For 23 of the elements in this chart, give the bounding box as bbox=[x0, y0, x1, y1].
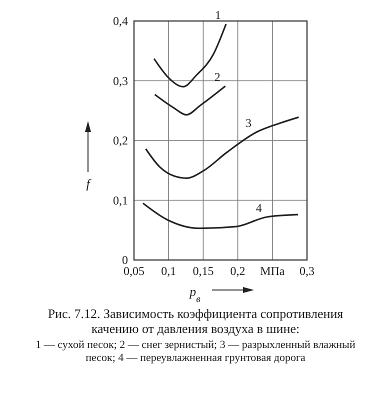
y-tick-label: 0,4 bbox=[113, 14, 128, 28]
x-tick-label: 0,2 bbox=[230, 264, 246, 278]
x-tick-label: 0,05 bbox=[124, 264, 144, 278]
annotation: 2 bbox=[214, 70, 220, 84]
text: Рис. 7.12. Зависимость коэффициента сопротивления качению от давления воздуха в шине: bbox=[48, 306, 344, 336]
x-tick-label: 0,1 bbox=[161, 264, 176, 278]
x-tick-label: 0,15 bbox=[192, 264, 214, 278]
y-axis-title: f bbox=[86, 176, 92, 191]
annotation: 1 bbox=[215, 8, 222, 22]
y-tick-label: 0 bbox=[122, 253, 128, 267]
x-tick-label: МПа bbox=[260, 264, 286, 278]
annotation: 4 bbox=[256, 200, 262, 215]
y-tick-label: 0,1 bbox=[113, 193, 128, 208]
x-tick-label: 0,3 bbox=[300, 264, 314, 278]
annotation: 3 bbox=[245, 116, 252, 130]
line-series bbox=[153, 23, 227, 88]
line-series bbox=[154, 85, 226, 116]
y-tick-label: 0,3 bbox=[113, 74, 128, 88]
text: 1 — сухой песок; 2 — снег зернистый; 3 — разрыхленный влажный песок; 4 — переувлажненная грунтовая дорога bbox=[36, 339, 356, 364]
x-axis-title: p$_{в}$ bbox=[188, 284, 202, 304]
line-series bbox=[142, 202, 299, 230]
y-tick-label: 0,2 bbox=[113, 134, 128, 148]
line-series bbox=[144, 116, 300, 179]
